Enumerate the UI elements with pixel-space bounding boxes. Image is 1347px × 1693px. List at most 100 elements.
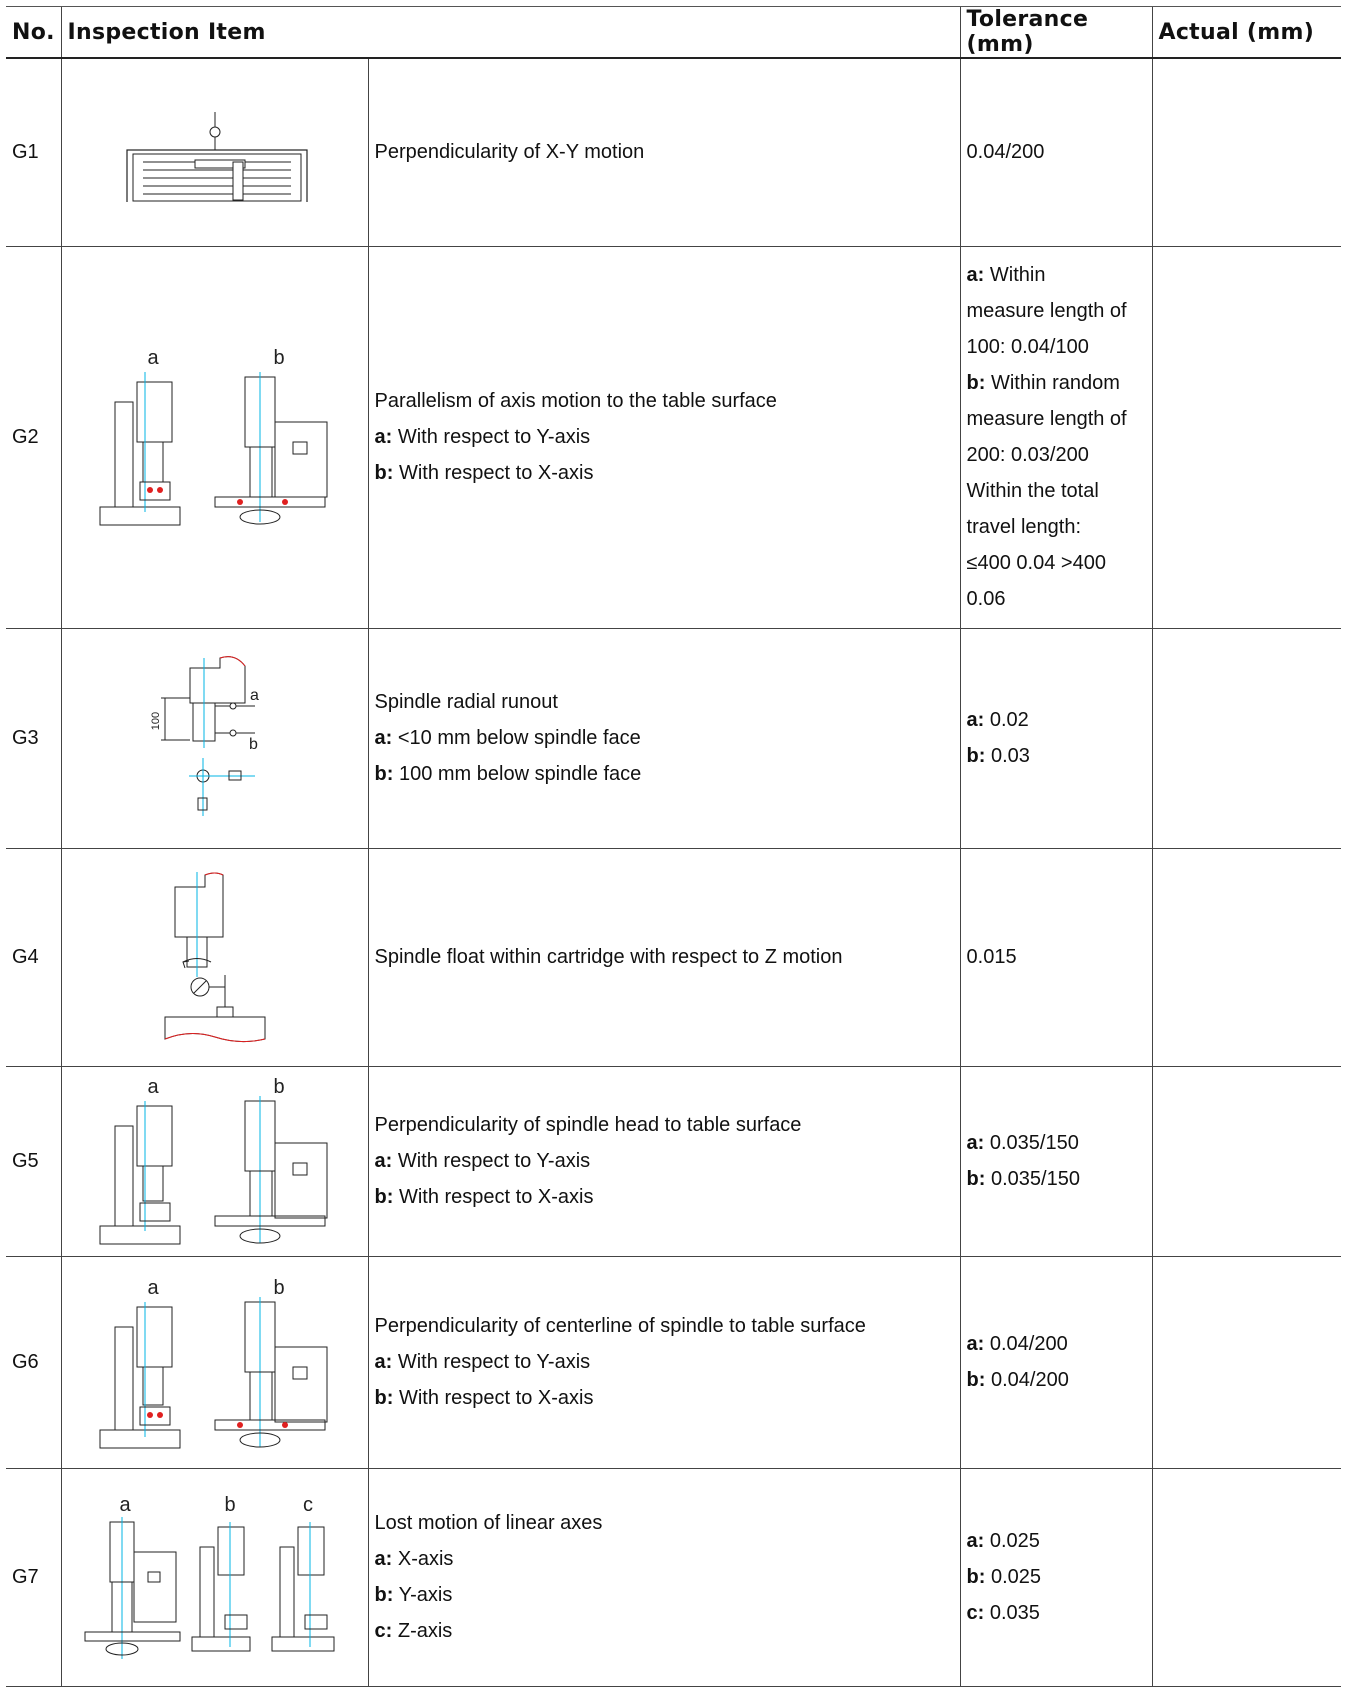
item-title: Perpendicularity of X-Y motion: [374, 141, 645, 164]
tolerance-cell: 0.015: [959, 847, 1153, 1067]
svg-text:a: a: [119, 1494, 131, 1516]
item-sub-c: c: Z-axis: [374, 1620, 453, 1642]
item-sub-a: a: With respect to Y-axis: [374, 1150, 591, 1172]
table-row: G1: [6, 57, 1342, 247]
item-description: Lost motion of linear axes a: X-axis b: …: [367, 1467, 961, 1687]
item-description: Spindle float within cartridge with resp…: [367, 847, 961, 1067]
row-number: G4: [6, 847, 62, 1067]
row-number: G1: [6, 57, 62, 247]
tolerance-line: a: 0.025: [966, 1530, 1040, 1552]
spindle-head-figure: a b: [99, 1076, 327, 1245]
row-number: G7: [6, 1467, 62, 1687]
actual-cell[interactable]: [1151, 627, 1342, 849]
tolerance-line: b: Within random: [966, 372, 1120, 394]
item-title: Parallelism of axis motion to the table …: [374, 390, 777, 412]
item-sub-a: a: With respect to Y-axis: [374, 1351, 591, 1373]
svg-text:b: b: [249, 736, 258, 753]
tolerance-line: a: 0.04/200: [966, 1333, 1068, 1355]
header-row: No. Inspection Item Tolerance (mm) Actua…: [6, 6, 1342, 59]
tolerance-line: a: 0.02: [966, 709, 1029, 731]
spindle-runout-figure: a b 100: [150, 656, 259, 816]
row-number: G5: [6, 1065, 62, 1257]
header-actual: Actual (mm): [1151, 6, 1342, 59]
table-row: G3 a b 100: [6, 627, 1342, 849]
figure-cell: [60, 57, 369, 247]
tolerance-cell: a: 0.035/150 b: 0.035/150: [959, 1065, 1153, 1257]
svg-text:b: b: [273, 1277, 284, 1299]
item-sub-b: b: Y-axis: [374, 1584, 453, 1606]
item-sub-a: a: X-axis: [374, 1548, 454, 1570]
actual-cell[interactable]: [1151, 245, 1342, 629]
spindle-centerline-figure: a b: [99, 1277, 327, 1449]
tolerance-line: b: 0.035/150: [966, 1168, 1080, 1190]
tolerance-cell: a: 0.025 b: 0.025 c: 0.035: [959, 1467, 1153, 1687]
tolerance-line: a: Within: [966, 264, 1046, 286]
table-row: G7 a b c: [6, 1467, 1342, 1687]
header-tolerance: Tolerance (mm): [959, 6, 1153, 59]
tolerance-line: Within the total: [966, 480, 1099, 502]
figure-cell: [60, 847, 369, 1067]
tolerance-line: 200: 0.03/200: [966, 444, 1089, 466]
row-number: G6: [6, 1255, 62, 1469]
machine-side-front-figure: a b: [99, 347, 327, 526]
figure-cell: a b: [60, 1065, 369, 1257]
table-row: G5 a b: [6, 1065, 1342, 1257]
svg-text:a: a: [147, 1076, 159, 1098]
actual-cell[interactable]: [1151, 1065, 1342, 1257]
tolerance-cell: a: 0.02 b: 0.03: [959, 627, 1153, 849]
item-description: Perpendicularity of spindle head to tabl…: [367, 1065, 961, 1257]
item-description: Parallelism of axis motion to the table …: [367, 245, 961, 629]
table-row: G6 a b: [6, 1255, 1342, 1469]
figure-cell: a b c: [60, 1467, 369, 1687]
tolerance-line: 0.06: [966, 588, 1006, 610]
tolerance-line: b: 0.025: [966, 1566, 1042, 1588]
spindle-float-figure: [164, 872, 265, 1043]
svg-text:a: a: [147, 1277, 159, 1299]
svg-text:a: a: [250, 687, 259, 704]
tolerance-line: c: 0.035: [966, 1602, 1040, 1624]
item-title: Perpendicularity of centerline of spindl…: [374, 1315, 866, 1337]
tolerance-value: 0.015: [966, 946, 1017, 968]
figure-cell: a b: [60, 245, 369, 629]
item-title: Spindle float within cartridge with resp…: [374, 946, 843, 968]
tolerance-line: measure length of: [966, 300, 1127, 322]
svg-text:b: b: [273, 1076, 284, 1098]
tolerance-cell: 0.04/200: [959, 57, 1153, 247]
row-number: G2: [6, 245, 62, 629]
row-number: G3: [6, 627, 62, 849]
inspection-table: No. Inspection Item Tolerance (mm) Actua…: [6, 6, 1342, 1687]
item-title: Spindle radial runout: [374, 691, 558, 713]
tolerance-line: a: 0.035/150: [966, 1132, 1079, 1154]
svg-text:b: b: [224, 1494, 235, 1516]
item-sub-b: b: 100 mm below spindle face: [374, 763, 642, 785]
tolerance-line: travel length:: [966, 516, 1082, 538]
item-title: Lost motion of linear axes: [374, 1512, 603, 1534]
header-no: No.: [6, 6, 61, 59]
item-description: Perpendicularity of X-Y motion: [367, 57, 961, 247]
svg-text:c: c: [303, 1494, 313, 1516]
actual-cell[interactable]: [1151, 847, 1342, 1067]
item-sub-a: a: With respect to Y-axis: [374, 426, 591, 448]
tolerance-line: 100: 0.04/100: [966, 336, 1089, 358]
tolerance-line: b: 0.04/200: [966, 1369, 1069, 1391]
item-description: Perpendicularity of centerline of spindl…: [367, 1255, 961, 1469]
tolerance-line: b: 0.03: [966, 745, 1030, 767]
actual-cell[interactable]: [1151, 1255, 1342, 1469]
item-sub-a: a: <10 mm below spindle face: [374, 727, 641, 749]
tolerance-cell: a: 0.04/200 b: 0.04/200: [959, 1255, 1153, 1469]
svg-text:a: a: [147, 347, 159, 369]
actual-cell[interactable]: [1151, 1467, 1342, 1687]
item-description: Spindle radial runout a: <10 mm below sp…: [367, 627, 961, 849]
item-title: Perpendicularity of spindle head to tabl…: [374, 1114, 802, 1136]
figure-cell: a b 100: [60, 627, 369, 849]
tolerance-line: measure length of: [966, 408, 1127, 430]
actual-cell[interactable]: [1151, 57, 1342, 247]
item-sub-b: b: With respect to X-axis: [374, 1387, 594, 1409]
xy-table-figure: [125, 112, 308, 203]
header-inspection-item: Inspection Item: [60, 6, 961, 59]
table-row: G4 Spindle: [6, 847, 1342, 1067]
tolerance-line: ≤400 0.04 >400: [966, 552, 1106, 574]
table-row: G2 a b: [6, 245, 1342, 629]
item-sub-b: b: With respect to X-axis: [374, 462, 594, 484]
